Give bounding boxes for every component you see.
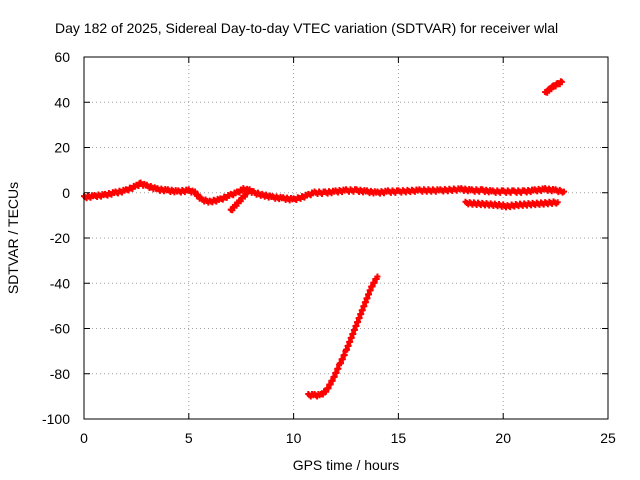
series-plunge — [305, 273, 381, 400]
x-axis-label: GPS time / hours — [293, 457, 400, 473]
data-point — [554, 199, 561, 206]
data-point — [319, 391, 326, 398]
y-tick-label: 60 — [54, 49, 70, 65]
series-main-band — [81, 179, 567, 206]
x-tick-label: 5 — [185, 430, 193, 446]
data-point — [244, 189, 251, 196]
x-tick-labels: 0 5 10 15 20 25 — [80, 430, 616, 446]
y-tick-label: 20 — [54, 140, 70, 156]
data-point — [544, 89, 551, 96]
x-tick-label: 25 — [600, 430, 616, 446]
ticks — [83, 56, 609, 420]
y-tick-label: -20 — [50, 230, 70, 246]
data-point — [548, 86, 555, 93]
data-points — [81, 78, 567, 400]
data-point — [558, 78, 565, 85]
y-tick-label: -40 — [50, 275, 70, 291]
x-tick-label: 15 — [391, 430, 407, 446]
y-tick-labels: -100 -80 -60 -40 -20 0 20 40 60 — [42, 49, 70, 427]
x-tick-label: 20 — [495, 430, 511, 446]
y-tick-label: -100 — [42, 411, 70, 427]
grid — [84, 57, 608, 419]
series-lower-band — [462, 198, 561, 211]
x-tick-label: 0 — [80, 430, 88, 446]
data-point — [374, 273, 381, 280]
x-tick-label: 10 — [286, 430, 302, 446]
series-high-segment — [542, 78, 565, 96]
y-tick-label: 0 — [62, 185, 70, 201]
plot-frame — [83, 56, 609, 420]
y-tick-label: 40 — [54, 94, 70, 110]
y-tick-label: -60 — [50, 321, 70, 337]
y-tick-label: -80 — [50, 366, 70, 382]
data-point — [323, 388, 330, 395]
data-point — [560, 188, 567, 195]
y-axis-label: SDTVAR / TECUs — [5, 182, 21, 294]
chart-title: Day 182 of 2025, Sidereal Day-to-day VTE… — [55, 20, 558, 36]
series-small-arc — [227, 189, 251, 214]
